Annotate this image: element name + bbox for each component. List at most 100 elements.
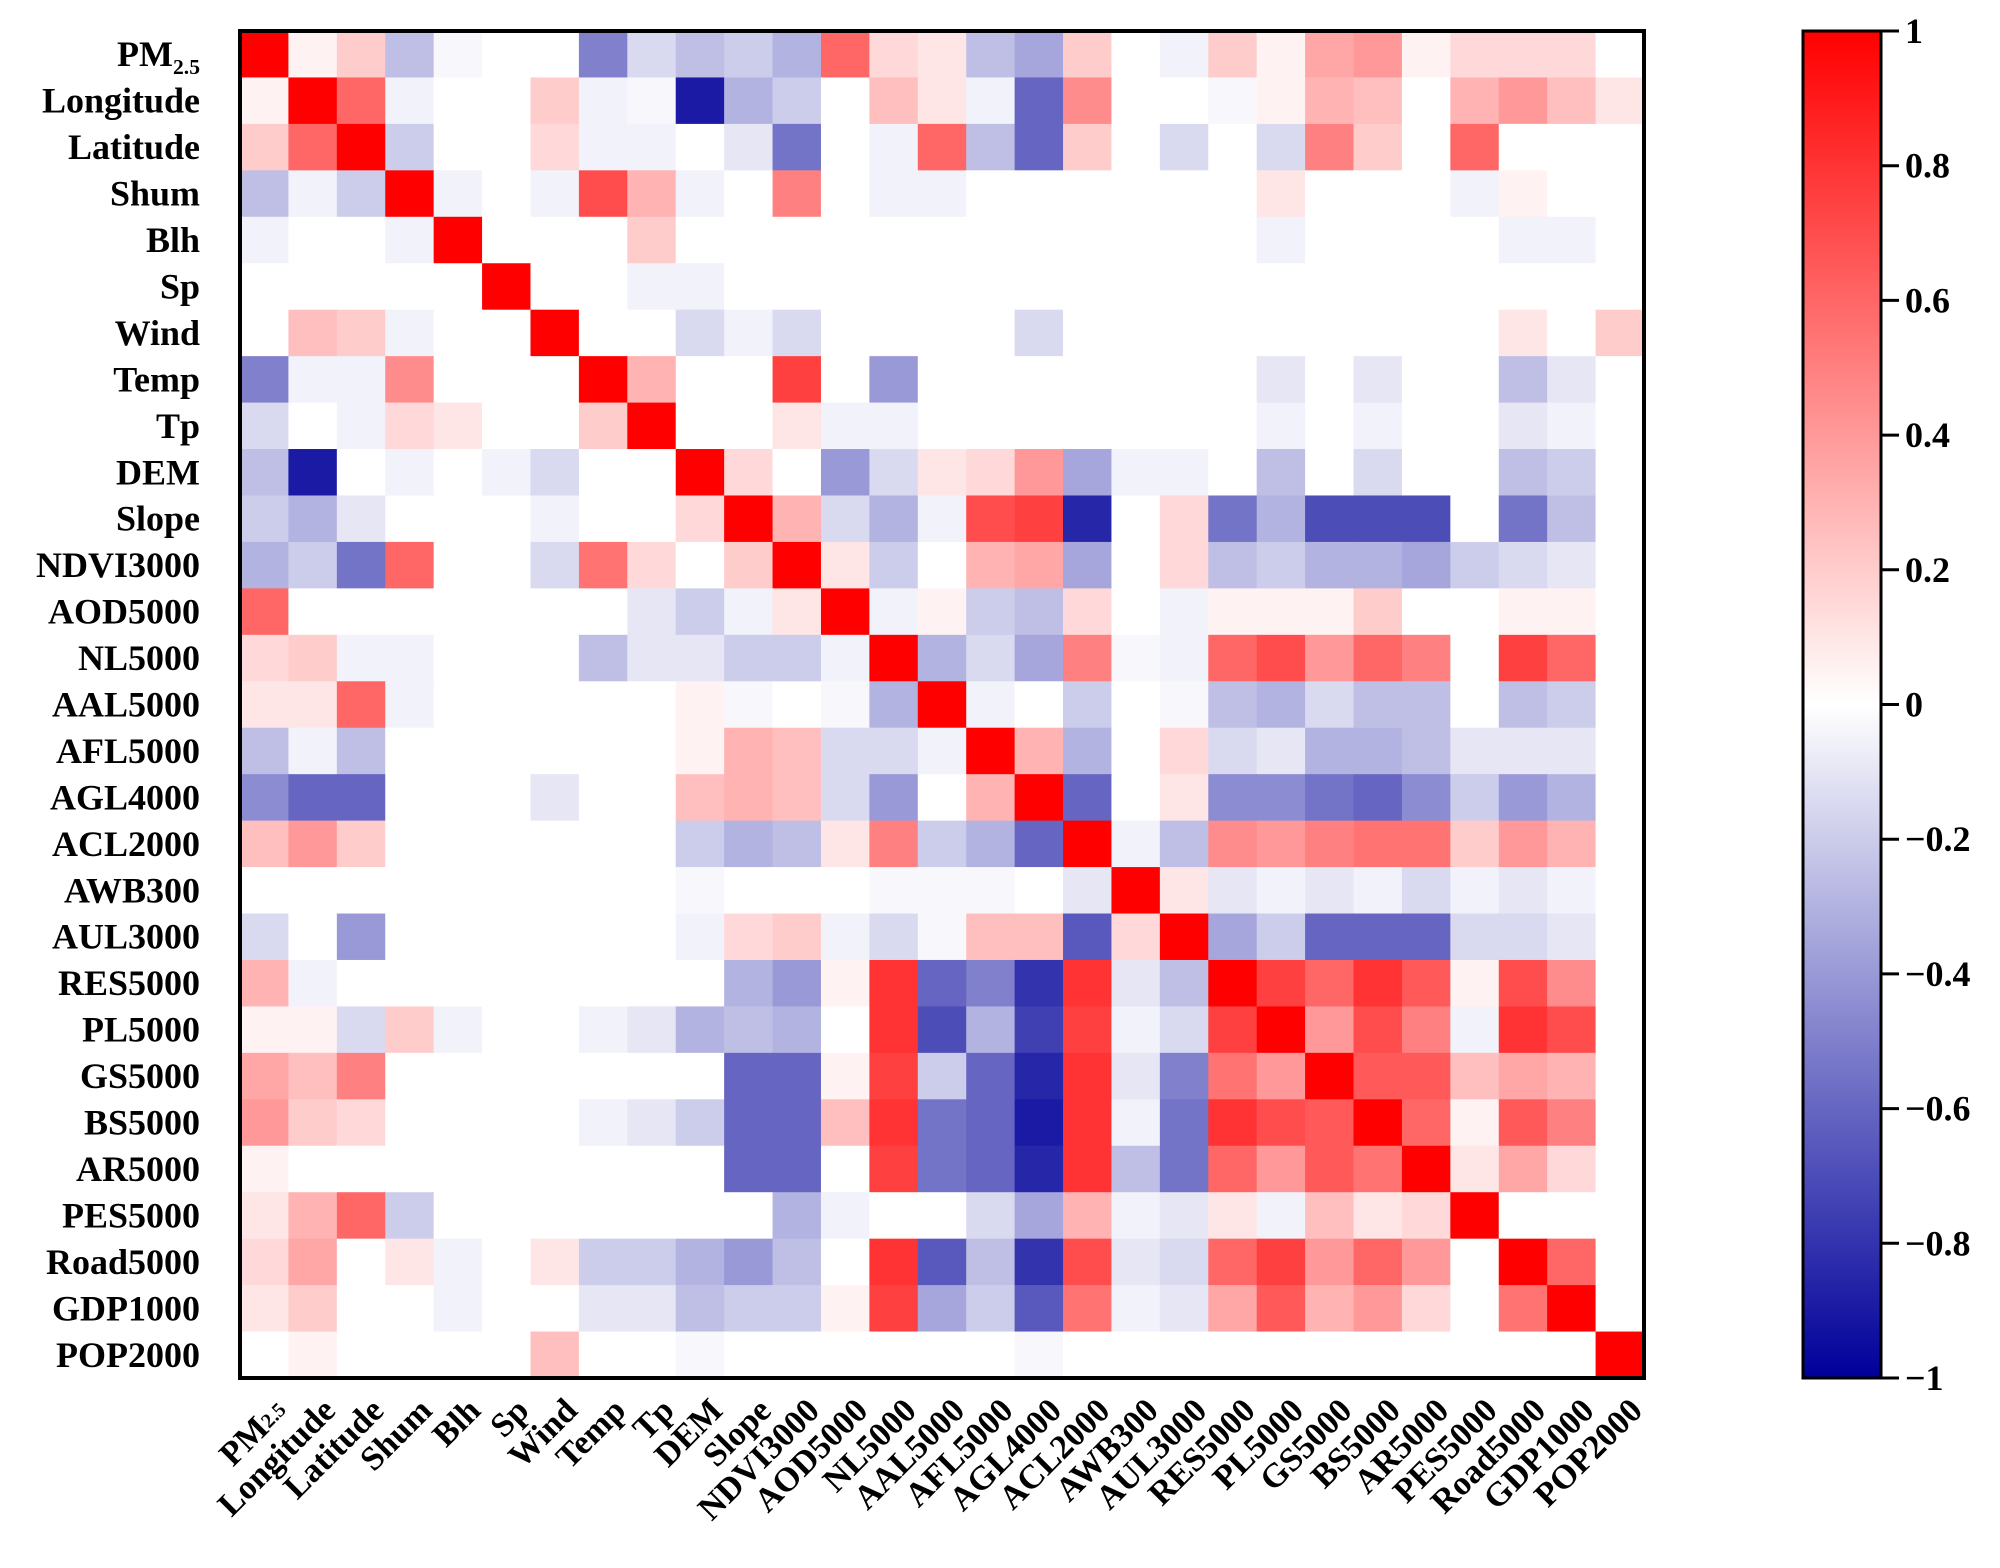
heatmap-cell: [1595, 774, 1645, 822]
heatmap-cell: [1063, 774, 1113, 822]
heatmap-cell: [869, 588, 919, 636]
heatmap-cell: [869, 356, 919, 404]
heatmap-cell: [530, 1331, 580, 1379]
heatmap-cell: [1159, 541, 1209, 589]
heatmap-cell: [1498, 1238, 1548, 1286]
heatmap-cell: [675, 727, 725, 775]
heatmap-cell: [1305, 263, 1355, 311]
heatmap-cell: [288, 867, 338, 915]
heatmap-cell: [288, 495, 338, 543]
heatmap-cell: [1353, 356, 1403, 404]
heatmap-cell: [1450, 1006, 1500, 1054]
heatmap-cell: [336, 170, 386, 218]
heatmap-cell: [1450, 263, 1500, 311]
heatmap-cell: [1256, 123, 1306, 171]
heatmap-cell: [917, 634, 967, 682]
heatmap-cell: [869, 1331, 919, 1379]
heatmap-cell: [1063, 1331, 1113, 1379]
heatmap-cell: [1401, 123, 1451, 171]
heatmap-cell: [1063, 634, 1113, 682]
heatmap-cell: [820, 588, 870, 636]
heatmap-cell: [385, 356, 435, 404]
heatmap-cell: [966, 1331, 1016, 1379]
heatmap-cell: [1208, 727, 1258, 775]
heatmap-cell: [869, 1285, 919, 1333]
heatmap-cell: [433, 263, 483, 311]
heatmap-cell: [1498, 727, 1548, 775]
heatmap-cell: [627, 867, 677, 915]
heatmap-cell: [772, 959, 822, 1008]
heatmap-cell: [1256, 774, 1306, 822]
heatmap-cell: [772, 1099, 822, 1147]
heatmap-cell: [336, 541, 386, 589]
heatmap-cell: [482, 541, 532, 589]
heatmap-cell: [1159, 913, 1209, 961]
heatmap-cell: [1498, 634, 1548, 682]
heatmap-cell: [1208, 959, 1258, 1008]
heatmap-cell: [675, 77, 725, 125]
heatmap-cell: [1305, 31, 1355, 79]
heatmap-cell: [1256, 309, 1306, 357]
heatmap-cell: [433, 449, 483, 497]
heatmap-cell: [772, 309, 822, 357]
heatmap-cell: [240, 31, 290, 79]
heatmap-cell: [675, 170, 725, 218]
heatmap-cell: [820, 681, 870, 729]
heatmap-cell: [1063, 216, 1113, 264]
heatmap-cell: [385, 402, 435, 450]
heatmap-cell: [336, 1145, 386, 1193]
heatmap-cell: [1305, 123, 1355, 171]
heatmap-cell: [240, 541, 290, 589]
heatmap-cell: [1401, 774, 1451, 822]
heatmap-cell: [820, 170, 870, 218]
heatmap-cell: [1353, 77, 1403, 125]
heatmap-cell: [1208, 541, 1258, 589]
heatmap-cell: [530, 1052, 580, 1100]
heatmap-cell: [1305, 77, 1355, 125]
heatmap-cell: [627, 216, 677, 264]
heatmap-cell: [240, 1099, 290, 1147]
heatmap-cell: [1401, 170, 1451, 218]
heatmap-cell: [433, 1192, 483, 1240]
heatmap-cell: [336, 1192, 386, 1240]
heatmap-cell: [724, 541, 774, 589]
heatmap-cell: [1547, 1238, 1597, 1286]
heatmap-cell: [675, 634, 725, 682]
heatmap-cell: [869, 681, 919, 729]
row-label: Shum: [110, 174, 200, 214]
heatmap-cell: [966, 1006, 1016, 1054]
heatmap-cell: [724, 867, 774, 915]
heatmap-cell: [288, 634, 338, 682]
heatmap-cell: [869, 634, 919, 682]
heatmap-cell: [1014, 123, 1064, 171]
heatmap-cell: [627, 959, 677, 1008]
heatmap-cell: [1305, 1145, 1355, 1193]
heatmap-cell: [1498, 1052, 1548, 1100]
heatmap-cell: [1401, 1192, 1451, 1240]
heatmap-cell: [1353, 495, 1403, 543]
heatmap-cell: [1353, 541, 1403, 589]
heatmap-cell: [1401, 356, 1451, 404]
heatmap-cell: [336, 495, 386, 543]
heatmap-cell: [288, 1192, 338, 1240]
heatmap-cell: [1111, 356, 1161, 404]
heatmap-cell: [1595, 170, 1645, 218]
heatmap-cell: [1159, 216, 1209, 264]
heatmap-cell: [385, 309, 435, 357]
heatmap-cell: [869, 1006, 919, 1054]
row-label: PL5000: [82, 1010, 200, 1050]
heatmap-cell: [1401, 309, 1451, 357]
heatmap-cell: [385, 263, 435, 311]
heatmap-cell: [1014, 31, 1064, 79]
heatmap-cell: [482, 867, 532, 915]
heatmap-cell: [1353, 867, 1403, 915]
heatmap-cell: [627, 1192, 677, 1240]
heatmap-cell: [482, 402, 532, 450]
heatmap-cell: [530, 1145, 580, 1193]
heatmap-cell: [1159, 309, 1209, 357]
heatmap-cell: [530, 31, 580, 79]
heatmap-cell: [288, 309, 338, 357]
row-label: NL5000: [78, 638, 200, 678]
heatmap-cell: [578, 541, 628, 589]
heatmap-cell: [530, 1192, 580, 1240]
